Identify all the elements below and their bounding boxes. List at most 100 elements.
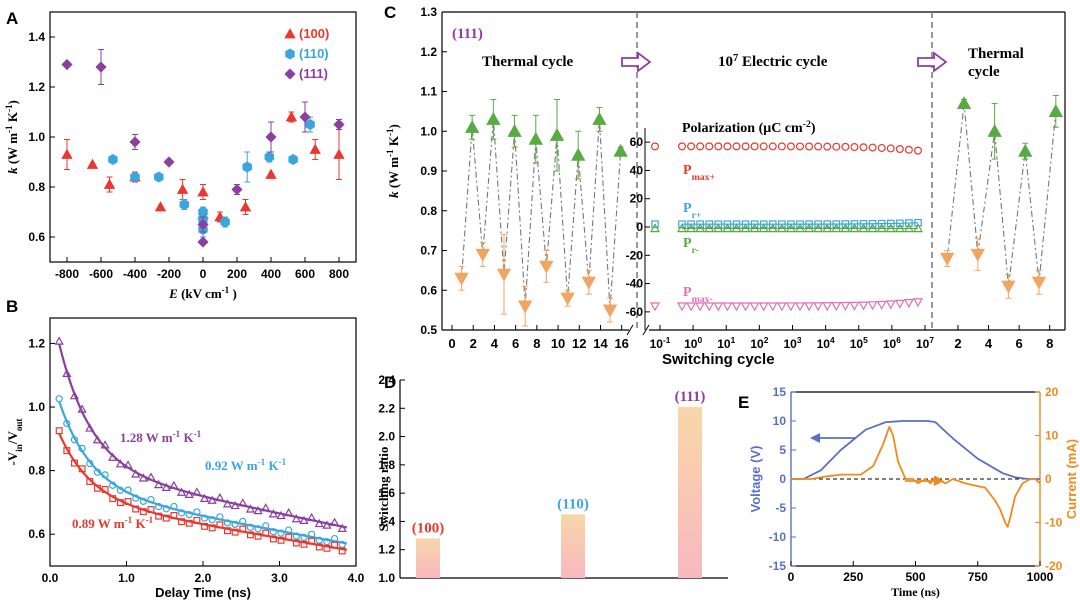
data-point — [292, 532, 300, 540]
inset-point — [651, 220, 659, 228]
data-point — [123, 460, 133, 469]
inset-point — [867, 223, 878, 233]
current-line — [791, 425, 1041, 528]
data-point — [162, 514, 170, 522]
inset-point — [649, 302, 661, 312]
data-point — [162, 505, 170, 513]
section-title: 107 Electric cycle — [718, 53, 828, 71]
panel-e-chart: 0 250 500 750 1000 Time (ns) -15 -10 -5 0 5 10 15 -20… — [748, 385, 1079, 599]
inset-point — [858, 301, 869, 311]
inset-point — [841, 142, 850, 151]
inset-point — [777, 142, 786, 151]
high-k-point — [507, 123, 522, 137]
data-point — [305, 119, 315, 130]
data-point — [254, 532, 262, 540]
x-tick-label: 4.0 — [348, 571, 365, 585]
inset-point — [695, 302, 706, 312]
data-point — [55, 427, 63, 435]
inset-point — [678, 220, 686, 228]
data-point — [161, 482, 171, 491]
data-point — [245, 504, 256, 513]
log-tick-label: 100 — [684, 335, 702, 351]
inset-point — [877, 143, 886, 152]
data-point — [154, 502, 163, 511]
y-tick-label: 1.8 — [378, 458, 395, 472]
data-point — [331, 541, 339, 549]
x-tick-label: 600 — [295, 267, 315, 281]
data-point — [239, 201, 252, 212]
data-point — [239, 517, 247, 526]
data-point — [231, 528, 239, 536]
inset-point — [850, 143, 859, 152]
inset-point — [849, 301, 860, 311]
legend-marker — [284, 28, 296, 39]
inset-y-tick-label: -40 — [626, 277, 644, 291]
data-point — [131, 469, 141, 478]
panel-b-chart: 0.0 1.0 2.0 3.0 4.0 0.6 0.8 1.0 1.2 Delay Time (n… — [5, 317, 365, 600]
data-point — [216, 521, 224, 529]
x-tick-label: 16 — [614, 336, 628, 351]
x-tick-label: 250 — [843, 570, 863, 584]
inset-point — [696, 220, 704, 228]
inset-point — [776, 223, 787, 233]
y-tick-label: 1.2 — [378, 543, 395, 557]
data-point — [323, 538, 331, 546]
data-point — [288, 154, 298, 165]
y-tick-label: 0.6 — [28, 527, 45, 541]
x-axis-title: Time (ns) — [891, 585, 940, 599]
data-point — [63, 447, 71, 455]
high-k-point — [1018, 143, 1033, 157]
high-k-point — [464, 119, 480, 133]
x-tick-label: 200 — [227, 267, 247, 281]
data-point — [197, 236, 209, 248]
inset-point — [686, 223, 697, 233]
inset-point — [704, 223, 715, 233]
data-point — [242, 161, 252, 173]
inset-y-tick-label: -60 — [626, 305, 644, 319]
inset-point — [823, 142, 832, 151]
inset-point — [740, 223, 751, 233]
data-point — [315, 536, 323, 544]
inset-point — [713, 302, 724, 312]
bar-category-label: (111) — [675, 389, 706, 405]
x-tick-label: 4 — [491, 336, 499, 351]
inset-point — [687, 142, 696, 151]
data-point — [115, 459, 125, 468]
series-annotation: 0.92 W m-1 K-1 — [205, 457, 287, 473]
data-point — [132, 494, 140, 502]
inset-point — [831, 302, 842, 312]
high-k-point — [613, 143, 628, 157]
inset-point — [849, 223, 860, 233]
inset-point — [705, 142, 714, 151]
inset-y-tick-label: 40 — [630, 163, 644, 177]
x-tick-label: -200 — [157, 267, 181, 281]
panel-label-e: E — [738, 393, 749, 412]
x-tick-label: 0 — [448, 336, 455, 351]
panel-d-chart: 1.0 1.2 1.4 1.6 1.8 2.0 2.2 2.4 Switching ratio (… — [376, 373, 728, 585]
data-point — [139, 497, 147, 505]
inset-point — [686, 302, 697, 312]
data-point — [95, 61, 107, 73]
data-point — [284, 507, 294, 517]
inset-point — [877, 219, 886, 228]
x-tick-label: -800 — [55, 267, 79, 281]
data-point — [178, 518, 186, 526]
y-axis-title: k (W m-1 K-1) — [4, 100, 20, 174]
data-point — [337, 523, 347, 532]
inset-point — [903, 223, 914, 233]
voltage-arrow-head — [810, 433, 820, 443]
data-point — [109, 495, 117, 503]
data-point — [222, 499, 233, 508]
inset-point — [903, 299, 914, 309]
data-point — [129, 136, 141, 148]
inset-y-tick-label: 60 — [630, 135, 644, 149]
high-k-point — [956, 96, 972, 110]
data-point — [285, 526, 293, 534]
data-point — [86, 459, 94, 468]
y-tick-label: 1.2 — [420, 45, 437, 59]
x-tick-label: 1.0 — [118, 571, 135, 585]
inset-point — [767, 302, 778, 312]
y-axis-title: -Vin/Vout — [5, 419, 24, 466]
inset-point — [740, 302, 751, 312]
